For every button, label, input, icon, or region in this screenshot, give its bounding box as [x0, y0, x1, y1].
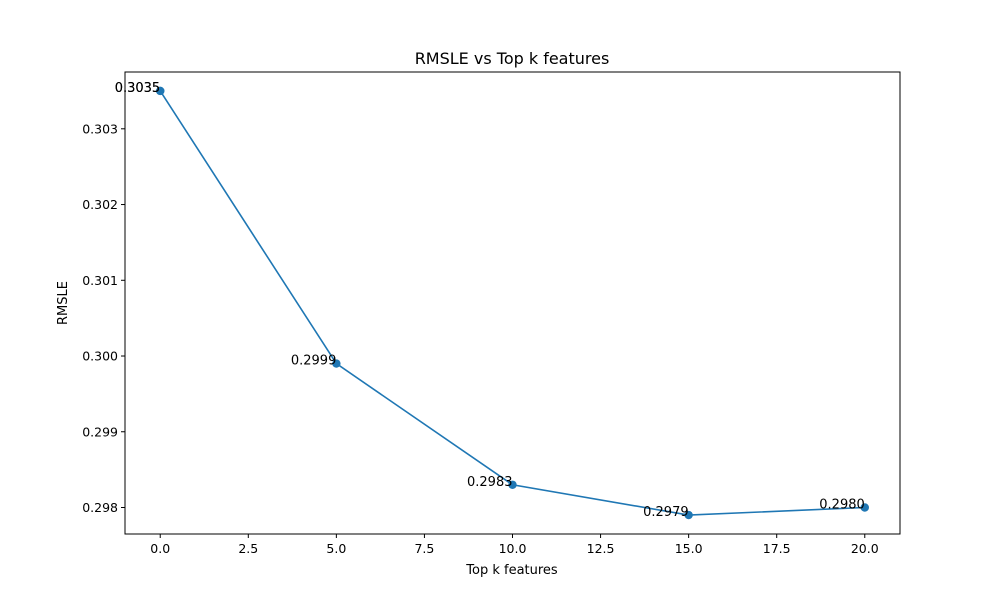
- x-tick-label: 7.5: [414, 541, 434, 556]
- data-point: [684, 510, 693, 520]
- chart-title: RMSLE vs Top k features: [415, 49, 610, 68]
- x-tick-label: 2.5: [238, 541, 258, 556]
- data-label: 0.2979: [643, 505, 689, 520]
- data-label: 0.3035: [115, 81, 161, 96]
- data-point: [156, 86, 165, 96]
- x-tick-label: 5.0: [326, 541, 346, 556]
- x-tick-label: 10.0: [499, 541, 527, 556]
- y-tick-label: 0.302: [82, 197, 118, 212]
- y-tick-label: 0.301: [82, 273, 118, 288]
- y-axis-label: RMSLE: [56, 281, 71, 325]
- y-tick-label: 0.298: [82, 500, 118, 515]
- data-label: 0.2980: [819, 497, 865, 512]
- data-label: 0.2983: [467, 475, 513, 490]
- series-layer: [156, 86, 869, 520]
- plot-area: [125, 72, 900, 534]
- data-point: [860, 503, 869, 512]
- x-tick-label: 0.0: [150, 541, 170, 556]
- data-label: 0.3035: [115, 81, 161, 96]
- x-tick-label: 12.5: [587, 541, 615, 556]
- x-tick-label: 20.0: [851, 541, 879, 556]
- data-label: 0.2999: [291, 354, 337, 369]
- y-tick-label: 0.299: [82, 424, 118, 439]
- y-axis: 0.298 0.299 0.300 0.301 0.302 0.303: [82, 121, 125, 515]
- x-axis-label: Top k features: [465, 563, 558, 578]
- plot-frame: [124, 71, 901, 535]
- y-tick-label: 0.300: [82, 349, 118, 364]
- x-tick-label: 17.5: [763, 541, 791, 556]
- x-axis: 0.0 2.5 5.0 7.5 10.0 12.5 15.0 17.5 20.0: [150, 534, 879, 556]
- x-tick-label: 15.0: [675, 541, 703, 556]
- data-point: [508, 480, 517, 489]
- data-point: [332, 359, 341, 368]
- y-tick-label: 0.303: [82, 121, 118, 136]
